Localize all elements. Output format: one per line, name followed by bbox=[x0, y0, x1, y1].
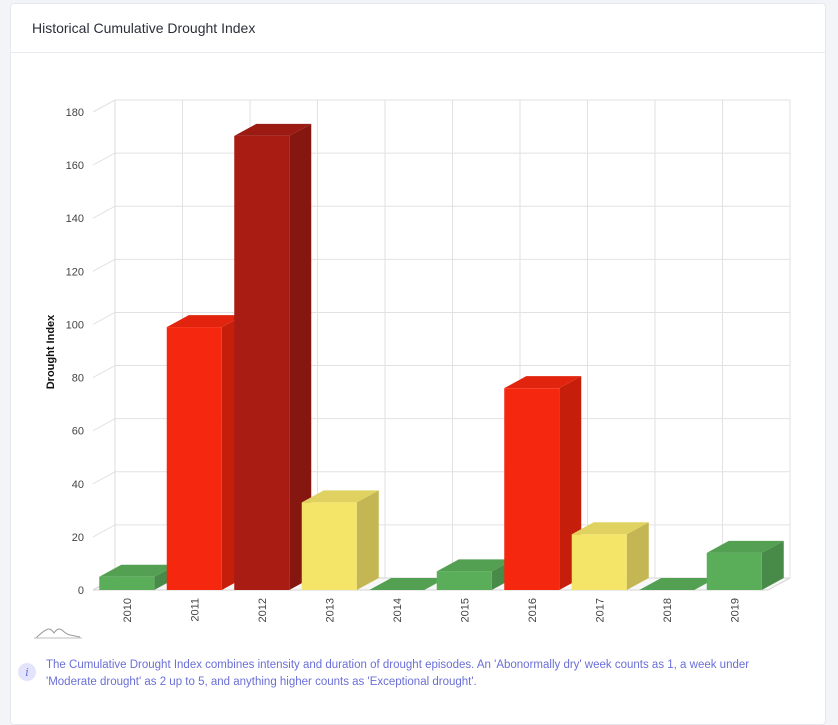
info-note-text: The Cumulative Drought Index combines in… bbox=[46, 659, 750, 688]
x-tick-label: 2016 bbox=[527, 598, 539, 622]
bar bbox=[504, 388, 560, 590]
grid-line-side bbox=[92, 258, 116, 272]
grid-line-side bbox=[92, 471, 116, 485]
bar-top bbox=[571, 522, 649, 535]
bar-top bbox=[706, 540, 784, 553]
grid-line-side bbox=[92, 152, 116, 166]
y-tick-label: 20 bbox=[72, 532, 84, 544]
bar-top bbox=[166, 315, 244, 328]
bar bbox=[234, 135, 290, 590]
bar-side bbox=[761, 540, 784, 590]
x-tick-label: 2017 bbox=[594, 598, 606, 622]
x-tick-label: 2013 bbox=[324, 598, 336, 622]
bar-top bbox=[369, 578, 447, 590]
bar-side bbox=[356, 490, 379, 590]
y-tick-label: 80 bbox=[72, 373, 84, 385]
bar-side bbox=[289, 123, 312, 591]
bar bbox=[99, 576, 155, 590]
x-tick-label: 2012 bbox=[257, 598, 269, 622]
x-tick-label: 2018 bbox=[662, 598, 674, 622]
y-tick-label: 120 bbox=[66, 266, 84, 278]
chart-card: Historical Cumulative Drought Index bbox=[10, 3, 826, 725]
y-tick-label: 180 bbox=[66, 107, 84, 119]
y-tick-label: 40 bbox=[72, 479, 84, 491]
bar-side bbox=[626, 522, 649, 590]
card-title: Historical Cumulative Drought Index bbox=[32, 20, 256, 36]
y-tick-label: 60 bbox=[72, 426, 84, 438]
drought-index-chart: 0 20 40 60 80 100 120 140 160 180 2010 2011 2012 2013… bbox=[34, 99, 791, 639]
bar-top bbox=[301, 490, 379, 503]
bar bbox=[166, 327, 222, 590]
y-tick-label: 140 bbox=[66, 213, 84, 225]
bar bbox=[301, 502, 357, 590]
bar bbox=[571, 534, 627, 590]
y-tick-label: 100 bbox=[66, 319, 84, 331]
x-tick-label: 2010 bbox=[122, 598, 134, 622]
info-icon: i bbox=[18, 663, 36, 681]
y-tick-label: 0 bbox=[78, 585, 84, 597]
bar-top bbox=[436, 559, 514, 572]
bar bbox=[706, 552, 762, 590]
bar-top bbox=[639, 578, 717, 590]
x-tick-label: 2015 bbox=[459, 598, 471, 622]
grid-line-side bbox=[92, 99, 116, 113]
sparkline-icon bbox=[35, 628, 81, 639]
y-axis-title: Drought Index bbox=[45, 314, 57, 389]
info-note: i The Cumulative Drought Index combines … bbox=[10, 655, 800, 691]
bar-top bbox=[504, 376, 582, 389]
x-tick-label: 2019 bbox=[729, 598, 741, 622]
bar bbox=[436, 571, 492, 590]
y-tick-label: 160 bbox=[66, 160, 84, 172]
grid-line-side bbox=[92, 418, 116, 432]
x-tick-label: 2011 bbox=[189, 598, 201, 622]
card-header: Historical Cumulative Drought Index bbox=[11, 4, 825, 53]
x-tick-label: 2014 bbox=[392, 598, 404, 622]
grid-line-side bbox=[92, 312, 116, 325]
bar-top bbox=[99, 564, 177, 577]
grid-line-side bbox=[92, 365, 116, 378]
grid-line-side bbox=[92, 205, 116, 219]
grid-line-side bbox=[92, 524, 116, 538]
bar-top bbox=[234, 123, 312, 136]
